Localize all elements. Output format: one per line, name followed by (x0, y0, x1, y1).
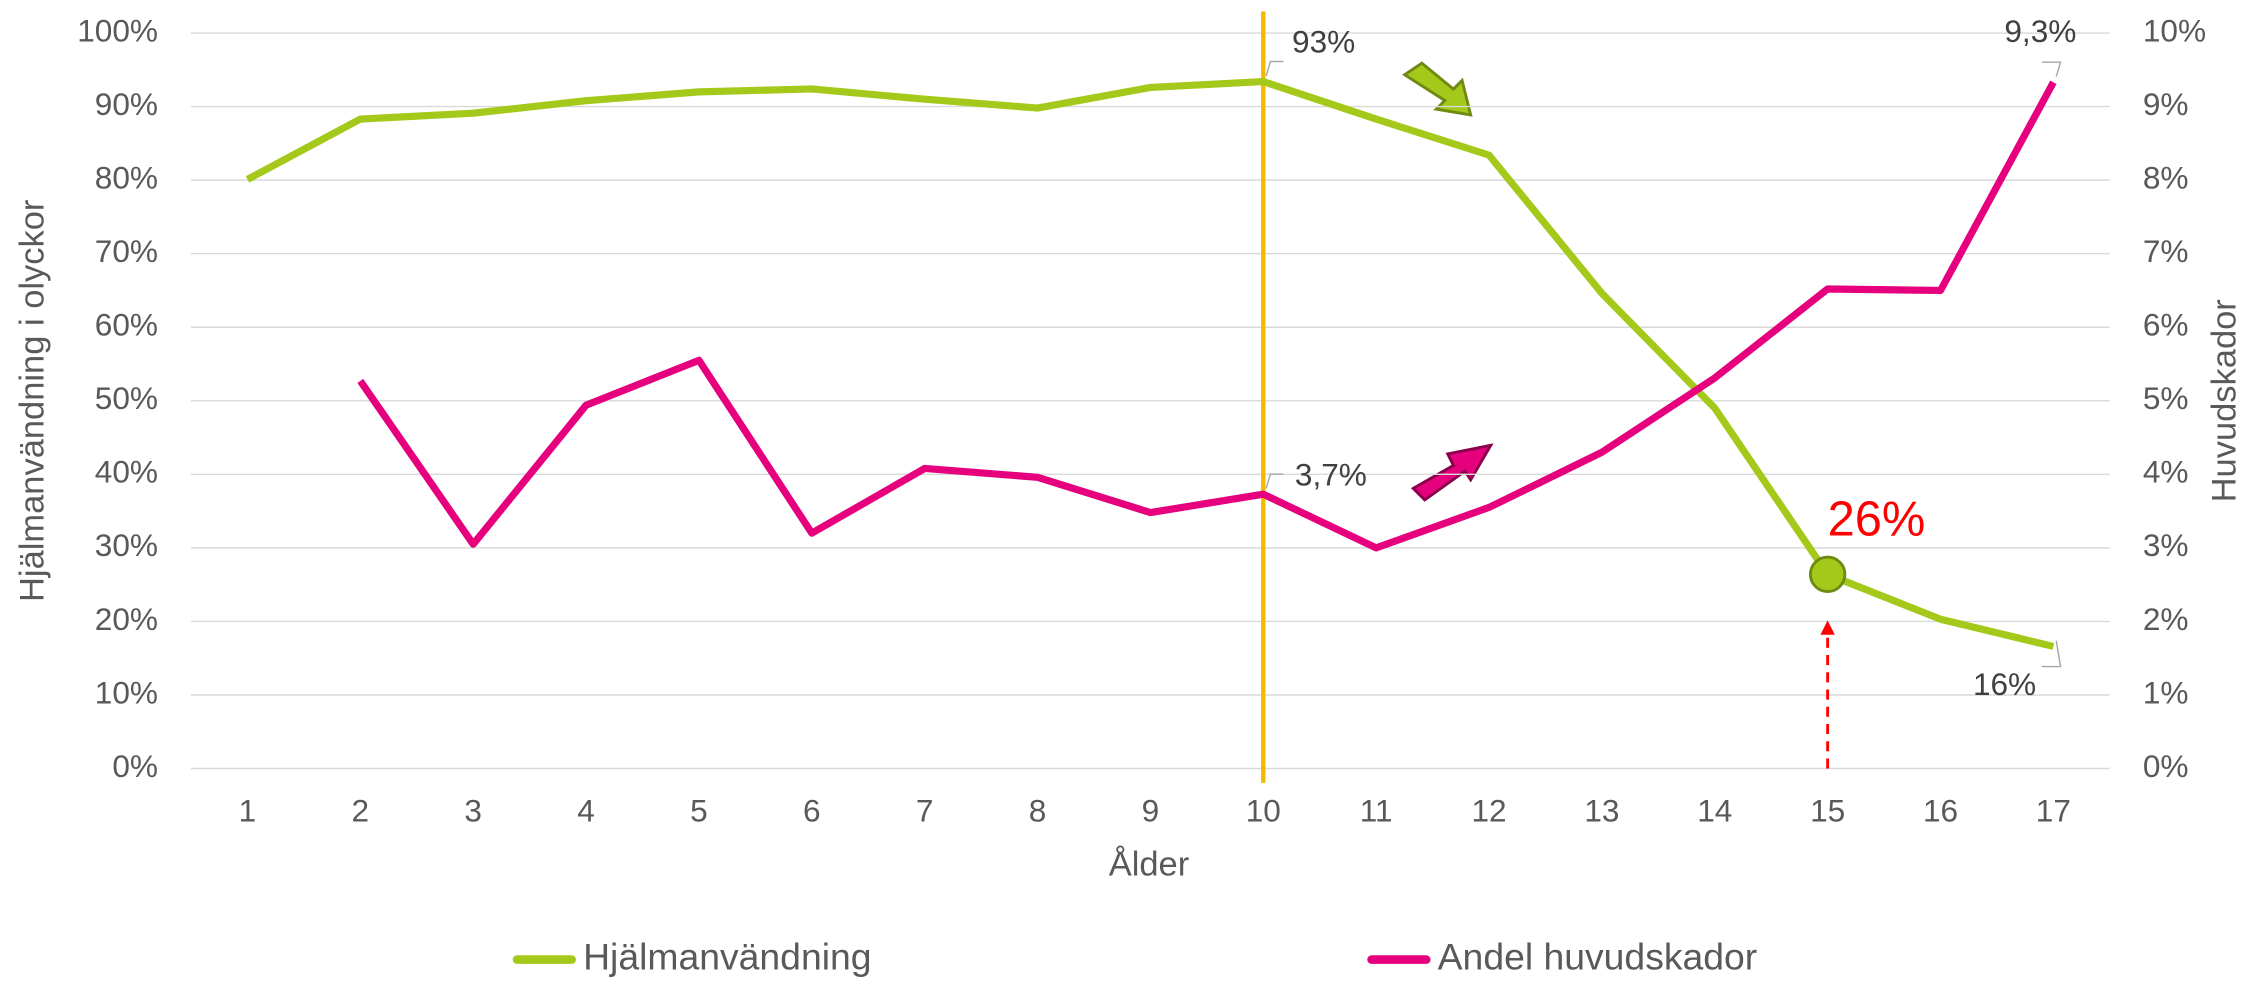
y2-tick-label: 2% (2143, 601, 2189, 637)
up-arrow (1410, 443, 1494, 502)
legend-item: Hjälmanvändning (512, 935, 872, 977)
data-label: 16% (1973, 666, 2036, 702)
x-tick-label: 3 (464, 792, 482, 828)
y-tick-label: 10% (95, 674, 158, 710)
y-tick-label: 20% (95, 601, 158, 637)
x-tick-label: 17 (2036, 792, 2071, 828)
x-tick-label: 16 (1923, 792, 1958, 828)
y-tick-label: 40% (95, 454, 158, 490)
data-label: 9,3% (2004, 13, 2076, 49)
x-tick-label: 15 (1810, 792, 1845, 828)
y2-tick-label: 1% (2143, 674, 2189, 710)
y2-tick-label: 10% (2143, 12, 2206, 48)
x-tick-label: 1 (239, 792, 257, 828)
y2-tick-label: 6% (2143, 307, 2189, 343)
label-leader (1265, 60, 1284, 77)
y-tick-label: 90% (95, 86, 158, 122)
x-axis-title: Ålder (1109, 844, 1189, 883)
x-tick-label: 6 (803, 792, 821, 828)
x-tick-label: 2 (352, 792, 370, 828)
x-tick-label: 11 (1360, 792, 1393, 828)
y2-tick-label: 8% (2143, 159, 2189, 195)
y-tick-label: 50% (95, 380, 158, 416)
x-tick-label: 13 (1584, 792, 1619, 828)
y-tick-label: 70% (95, 233, 158, 269)
x-tick-label: 10 (1246, 792, 1281, 828)
x-tick-label: 7 (916, 792, 934, 828)
down-arrow (1402, 61, 1473, 117)
x-tick-label: 5 (690, 792, 708, 828)
y2-tick-label: 4% (2143, 454, 2189, 490)
y2-axis-title: Huvudskador (2205, 299, 2243, 502)
legend-label: Andel huvudskador (1438, 935, 1758, 977)
label-leader (2041, 61, 2062, 77)
series-line (245, 77, 2055, 650)
legend-item: Andel huvudskador (1367, 935, 1758, 977)
label-leader (1265, 473, 1284, 489)
trend-arrows (1402, 61, 1494, 502)
y2-tick-label: 9% (2143, 86, 2189, 122)
data-label: 3,7% (1295, 456, 1367, 492)
x-tick-label: 4 (577, 792, 595, 828)
highlight-arrowhead (1820, 620, 1835, 635)
y-tick-label: 30% (95, 527, 158, 563)
y2-tick-label: 0% (2143, 748, 2189, 784)
y2-tick-label: 5% (2143, 380, 2189, 416)
label-leader (2041, 640, 2062, 668)
y2-tick-label: 7% (2143, 233, 2189, 269)
y-axis-title: Hjälmanvändning i olyckor (14, 200, 52, 602)
x-tick-label: 14 (1697, 792, 1732, 828)
x-tick-label: 12 (1471, 792, 1506, 828)
x-tick-label: 8 (1029, 792, 1047, 828)
y-tick-label: 100% (77, 12, 158, 48)
y-tick-label: 0% (112, 748, 158, 784)
x-tick-label: 9 (1142, 792, 1160, 828)
data-label: 93% (1292, 24, 1355, 60)
y-tick-label: 80% (95, 159, 158, 195)
highlight-marker (1808, 555, 1847, 594)
series-line (357, 80, 2057, 552)
y-tick-label: 60% (95, 307, 158, 343)
y2-tick-label: 3% (2143, 527, 2189, 563)
data-label: 26% (1828, 493, 1926, 547)
legend-label: Hjälmanvändning (583, 935, 871, 977)
